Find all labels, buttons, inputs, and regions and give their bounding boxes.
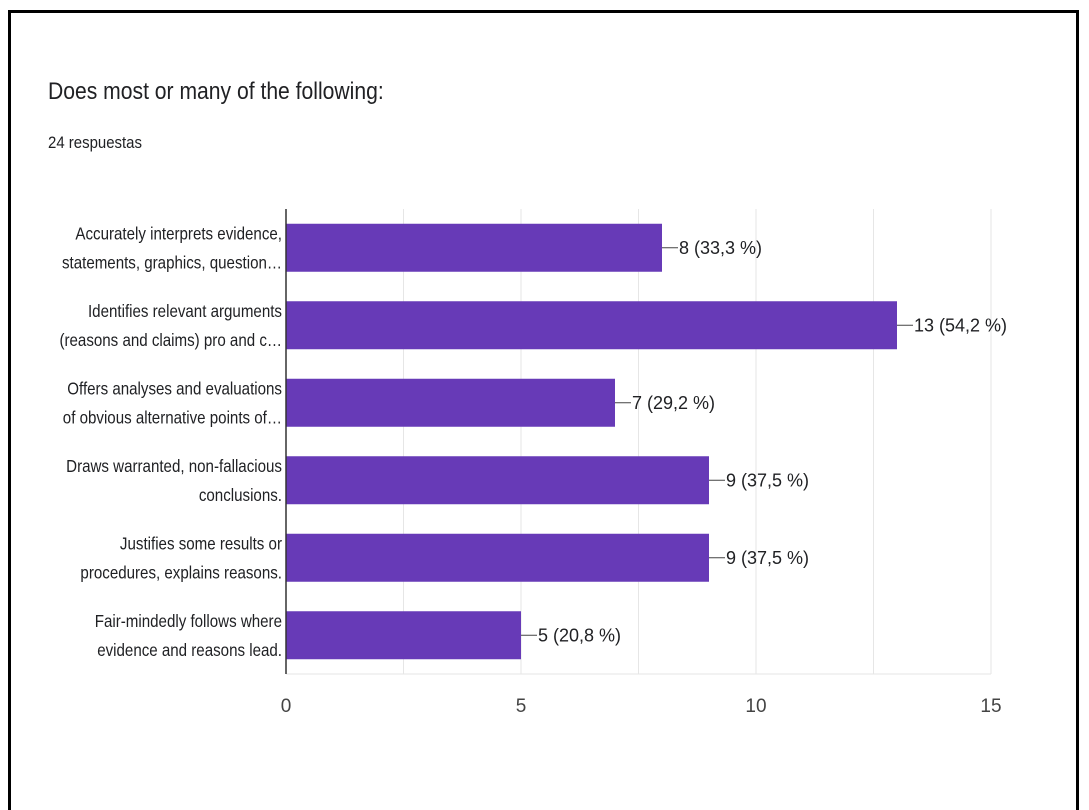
category-label: of obvious alternative points of… [63,408,282,429]
x-tick-label: 15 [980,696,1001,717]
category-label: conclusions. [199,485,282,506]
category-label: (reasons and claims) pro and c… [59,330,282,351]
category-label: Offers analyses and evaluations [67,379,282,400]
data-label: 9 (37,5 %) [726,470,809,490]
bar [286,378,615,427]
category-label: statements, graphics, question… [62,253,282,274]
data-label: 8 (33,3 %) [679,238,762,258]
bar [286,611,521,660]
category-label: Draws warranted, non-fallacious [66,456,282,477]
x-tick-label: 5 [516,696,527,717]
category-label: Fair-mindedly follows where [95,611,282,632]
category-label: Identifies relevant arguments [88,301,282,322]
bar [286,456,709,505]
category-label: Accurately interprets evidence, [75,224,282,245]
response-count: 24 respuestas [48,133,142,152]
question-title: Does most or many of the following: [48,78,384,105]
data-label: 5 (20,8 %) [538,625,621,645]
data-label: 9 (37,5 %) [726,548,809,568]
category-label: procedures, explains reasons. [80,563,282,584]
category-label: Justifies some results or [120,534,282,555]
data-label: 7 (29,2 %) [632,393,715,413]
bar [286,223,662,272]
x-tick-label: 10 [745,696,766,717]
x-tick-label: 0 [281,696,292,717]
bar [286,533,709,582]
category-label: evidence and reasons lead. [97,640,282,661]
data-label: 13 (54,2 %) [914,315,1007,335]
bar [286,301,897,350]
